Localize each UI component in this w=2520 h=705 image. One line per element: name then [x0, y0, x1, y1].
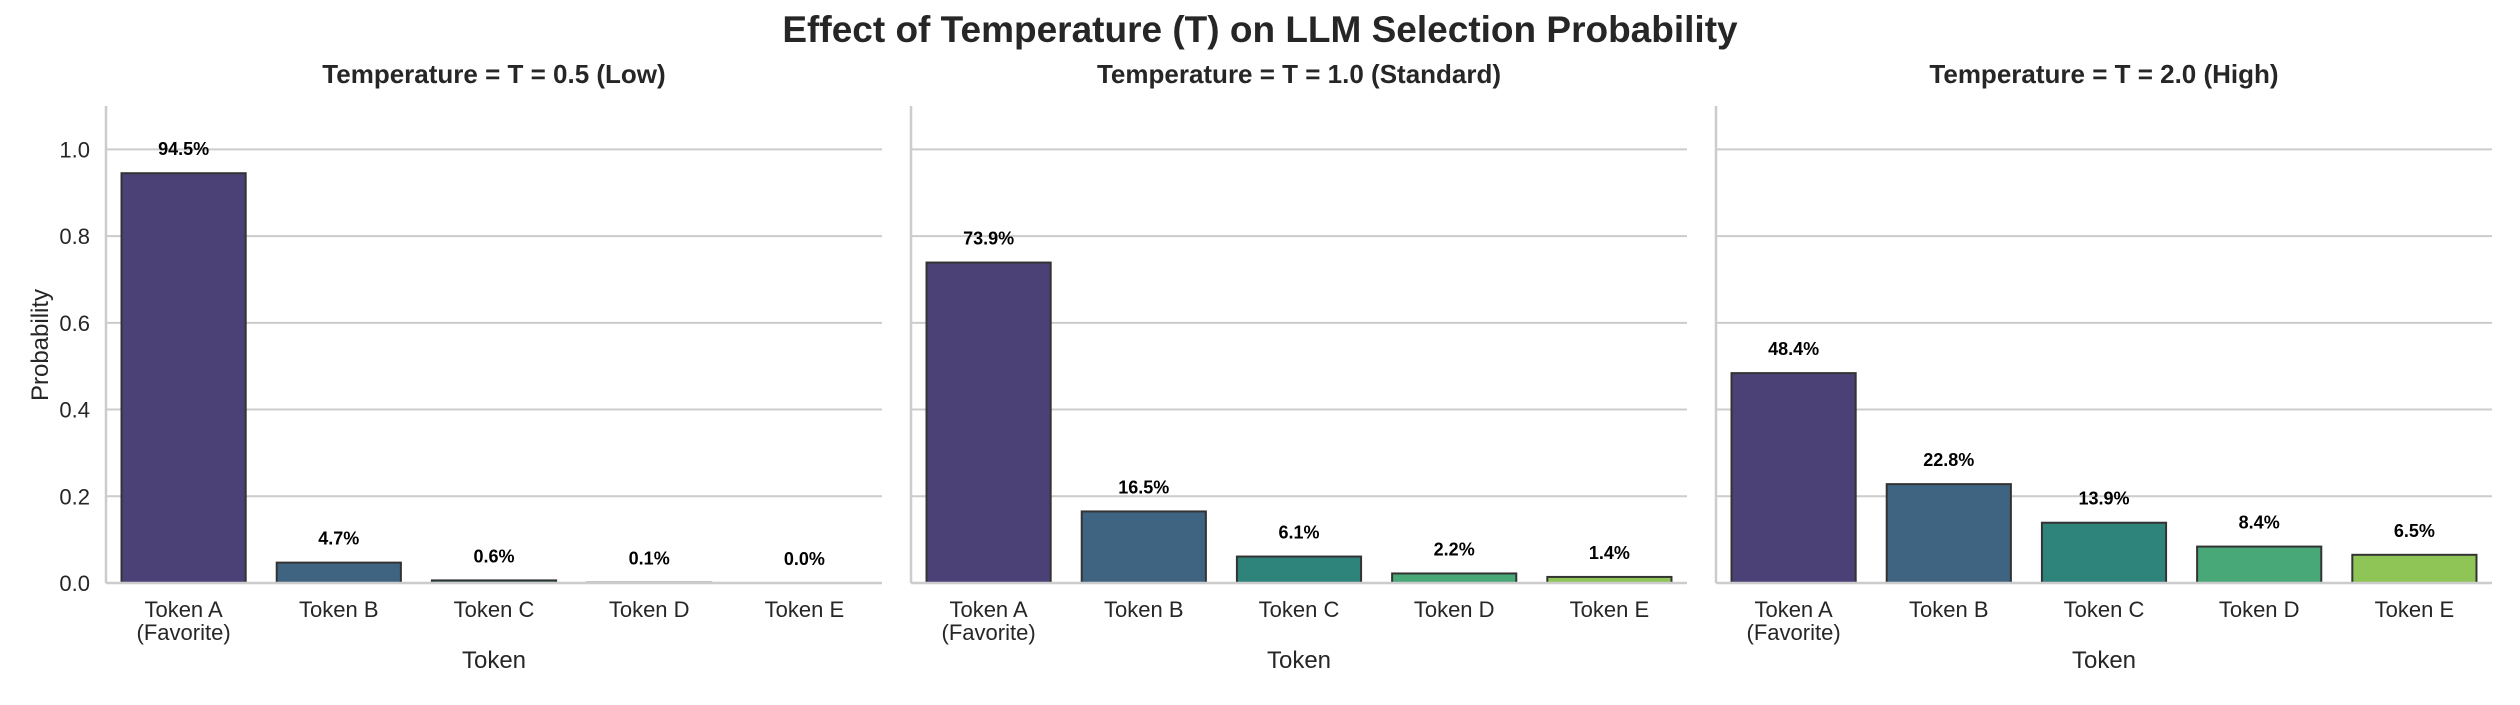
x-tick-label: Token A [144, 597, 223, 622]
x-tick-label: Token C [454, 597, 535, 622]
bar-value-label: 6.1% [1278, 523, 1319, 543]
bar [927, 263, 1051, 583]
bar-value-label: 2.2% [1434, 539, 1475, 559]
x-tick-label: (Favorite) [137, 620, 231, 645]
x-axis-label: Token [462, 647, 526, 674]
bar [1392, 573, 1516, 583]
bar-value-label: 0.1% [629, 549, 670, 569]
x-tick-label: Token B [1104, 597, 1184, 622]
bar-value-label: 22.8% [1923, 450, 1974, 470]
bar-value-label: 0.0% [784, 549, 825, 569]
bar-value-label: 0.6% [473, 546, 514, 566]
bar-value-label: 94.5% [158, 139, 209, 159]
y-tick-label: 0.6 [59, 311, 90, 336]
x-axis-label: Token [2072, 647, 2136, 674]
x-tick-label: Token E [765, 597, 845, 622]
x-tick-label: (Favorite) [1747, 620, 1841, 645]
y-axis-label: Probability [27, 289, 54, 401]
y-tick-label: 0.4 [59, 398, 90, 423]
x-tick-label: (Favorite) [942, 620, 1036, 645]
bar-value-label: 13.9% [2078, 489, 2129, 509]
bar-value-label: 8.4% [2239, 513, 2280, 533]
x-tick-label: Token A [949, 597, 1028, 622]
panel-3: Temperature = T = 2.0 (High) 48.4% Token A… [1716, 59, 2492, 674]
y-tick-label: 1.0 [59, 137, 90, 162]
panel-title: Temperature = T = 1.0 (Standard) [1097, 59, 1501, 89]
panel-1: Temperature = T = 0.5 (Low) 0.0 0.2 0.4 0.6 0… [59, 59, 882, 674]
bar [2197, 547, 2321, 583]
panel-title: Temperature = T = 2.0 (High) [1929, 59, 2278, 89]
x-tick-label: Token D [2219, 597, 2300, 622]
bar [1732, 373, 1856, 583]
x-tick-label: Token D [609, 597, 690, 622]
y-tick-label: 0.8 [59, 224, 90, 249]
bar [2352, 555, 2476, 583]
bar-value-label: 16.5% [1118, 477, 1169, 497]
chart-title: Effect of Temperature (T) on LLM Selecti… [782, 9, 1738, 50]
x-tick-label: Token A [1754, 597, 1833, 622]
bar-value-label: 4.7% [318, 529, 359, 549]
y-tick-label: 0.0 [59, 571, 90, 596]
x-tick-label: Token B [1909, 597, 1989, 622]
x-axis-label: Token [1267, 647, 1331, 674]
panel-title: Temperature = T = 0.5 (Low) [322, 59, 665, 89]
bar [277, 563, 401, 583]
bar-value-label: 1.4% [1589, 543, 1630, 563]
x-tick-label: Token B [299, 597, 379, 622]
bar [1082, 511, 1206, 583]
bar [1237, 557, 1361, 583]
x-tick-label: Token E [2375, 597, 2455, 622]
bar [2042, 523, 2166, 583]
y-tick-label: 0.2 [59, 484, 90, 509]
bar [122, 173, 246, 583]
bar-value-label: 73.9% [963, 229, 1014, 249]
x-tick-label: Token E [1570, 597, 1650, 622]
panel-2: Temperature = T = 1.0 (Standard) 73.9% Tok… [911, 59, 1687, 674]
bar-value-label: 48.4% [1768, 339, 1819, 359]
bar-value-label: 6.5% [2394, 521, 2435, 541]
x-tick-label: Token C [1259, 597, 1340, 622]
x-tick-label: Token D [1414, 597, 1495, 622]
x-tick-label: Token C [2064, 597, 2145, 622]
bar [1887, 484, 2011, 583]
